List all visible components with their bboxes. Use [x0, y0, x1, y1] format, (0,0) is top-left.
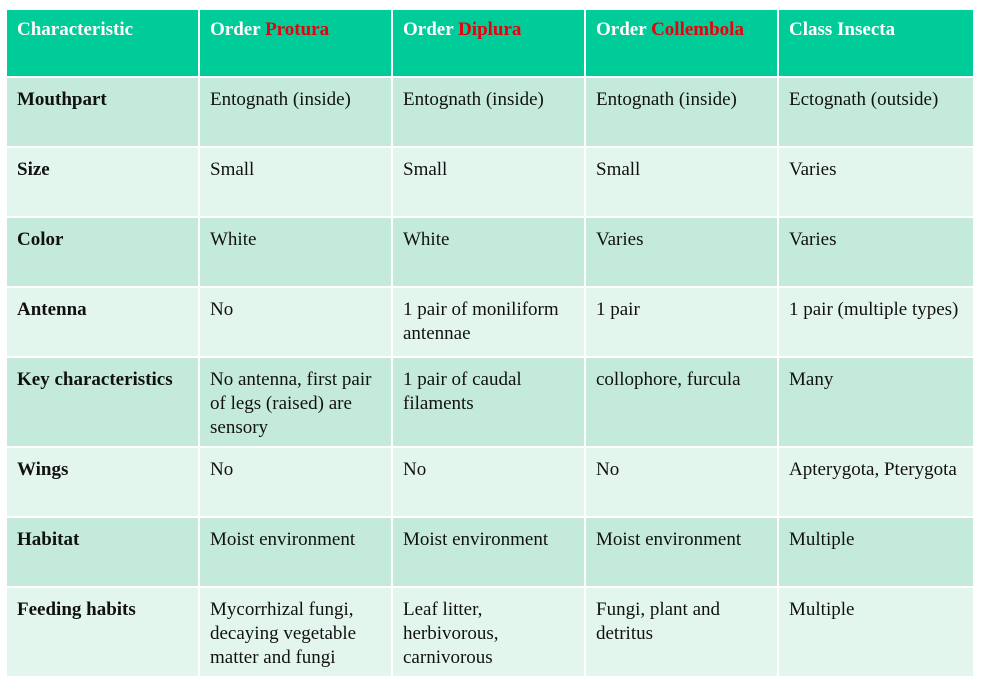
- cell-collembola: Small: [584, 146, 779, 218]
- table-row: Antenna No 1 pair of moniliform antennae…: [5, 286, 975, 358]
- table-row: Color White White Varies Varies: [5, 216, 975, 288]
- header-order-label: Order: [403, 19, 459, 40]
- header-collembola-name: Collembola: [651, 19, 744, 40]
- table-row: Key characteristics No antenna, first pa…: [5, 356, 975, 448]
- table-row: Mouthpart Entognath (inside) Entognath (…: [5, 76, 975, 148]
- cell-diplura: Small: [391, 146, 586, 218]
- cell-protura: White: [198, 216, 393, 288]
- row-label-mouthpart: Mouthpart: [5, 76, 200, 148]
- row-label-color: Color: [5, 216, 200, 288]
- table-row: Feeding habits Mycorrhizal fungi, decayi…: [5, 586, 975, 678]
- cell-protura: Entognath (inside): [198, 76, 393, 148]
- cell-insecta: Ectognath (outside): [777, 76, 975, 148]
- cell-collembola: Varies: [584, 216, 779, 288]
- table-row: Size Small Small Small Varies: [5, 146, 975, 218]
- header-row: Characteristic Order Protura Order Diplu…: [5, 8, 975, 78]
- cell-protura: No antenna, first pair of legs (raised) …: [198, 356, 393, 448]
- header-order-label: Order: [210, 19, 266, 40]
- cell-diplura: White: [391, 216, 586, 288]
- cell-collembola: Fungi, plant and detritus: [584, 586, 779, 678]
- header-order-protura: Order Protura: [198, 8, 393, 78]
- row-label-feeding-habits: Feeding habits: [5, 586, 200, 678]
- cell-protura: Mycorrhizal fungi, decaying vegetable ma…: [198, 586, 393, 678]
- cell-insecta: Multiple: [777, 516, 975, 588]
- row-label-wings: Wings: [5, 446, 200, 518]
- cell-collembola: Moist environment: [584, 516, 779, 588]
- cell-collembola: Entognath (inside): [584, 76, 779, 148]
- row-label-antenna: Antenna: [5, 286, 200, 358]
- header-order-collembola: Order Collembola: [584, 8, 779, 78]
- header-order-diplura: Order Diplura: [391, 8, 586, 78]
- cell-protura: Small: [198, 146, 393, 218]
- cell-diplura: Entognath (inside): [391, 76, 586, 148]
- cell-collembola: 1 pair: [584, 286, 779, 358]
- cell-protura: No: [198, 286, 393, 358]
- cell-insecta: Multiple: [777, 586, 975, 678]
- cell-collembola: collophore, furcula: [584, 356, 779, 448]
- row-label-key-characteristics: Key characteristics: [5, 356, 200, 448]
- row-label-size: Size: [5, 146, 200, 218]
- cell-diplura: 1 pair of moniliform antennae: [391, 286, 586, 358]
- cell-diplura: Moist environment: [391, 516, 586, 588]
- header-class-insecta: Class Insecta: [777, 8, 975, 78]
- comparison-table: Characteristic Order Protura Order Diplu…: [5, 8, 975, 678]
- cell-insecta: Varies: [777, 146, 975, 218]
- header-characteristic: Characteristic: [5, 8, 200, 78]
- header-protura-name: Protura: [265, 19, 330, 40]
- cell-insecta: 1 pair (multiple types): [777, 286, 975, 358]
- header-diplura-name: Diplura: [458, 19, 522, 40]
- table-row: Wings No No No Apterygota, Pterygota: [5, 446, 975, 518]
- cell-diplura: No: [391, 446, 586, 518]
- cell-diplura: 1 pair of caudal filaments: [391, 356, 586, 448]
- row-label-habitat: Habitat: [5, 516, 200, 588]
- table-row: Habitat Moist environment Moist environm…: [5, 516, 975, 588]
- cell-protura: No: [198, 446, 393, 518]
- cell-collembola: No: [584, 446, 779, 518]
- header-order-label: Order: [596, 19, 652, 40]
- cell-insecta: Many: [777, 356, 975, 448]
- cell-diplura: Leaf litter, herbivorous, carnivorous: [391, 586, 586, 678]
- cell-insecta: Varies: [777, 216, 975, 288]
- cell-protura: Moist environment: [198, 516, 393, 588]
- cell-insecta: Apterygota, Pterygota: [777, 446, 975, 518]
